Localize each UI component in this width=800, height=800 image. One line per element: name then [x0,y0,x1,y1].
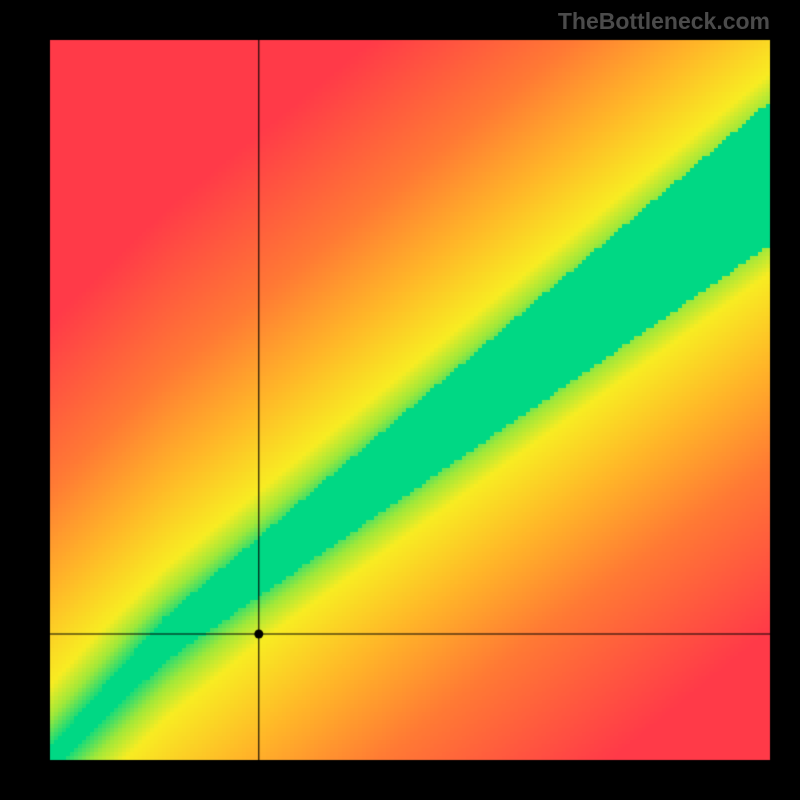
bottleneck-heatmap [0,0,800,800]
watermark-text: TheBottleneck.com [558,8,770,35]
